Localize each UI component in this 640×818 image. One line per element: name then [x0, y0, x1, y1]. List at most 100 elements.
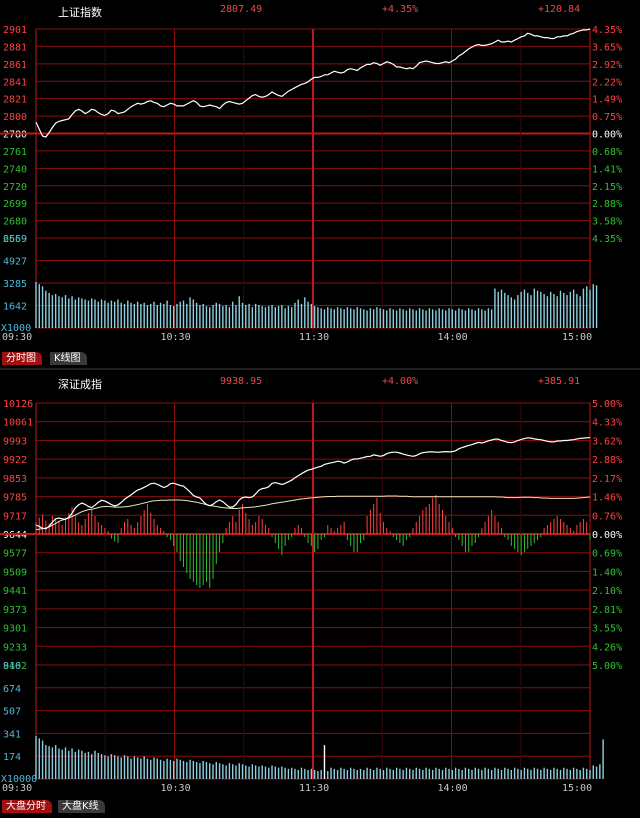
price-tick-label: 2861: [3, 60, 27, 71]
time-tick-label: 10:30: [161, 332, 191, 343]
pct-tick-label: 2.22%: [592, 77, 622, 88]
sh-header: 上证指数 2807.49 +4.35% +120.84: [0, 0, 640, 20]
vol-unit-label: X10000: [1, 774, 37, 785]
vol-unit-label: X1000: [1, 323, 31, 334]
sz-intraday-chart[interactable]: 10126 5.00% 10061 4.33% 9993 3.62% 9922 2.88% 98…: [0, 392, 640, 818]
pct-tick-label: 3.62%: [592, 436, 622, 447]
pct-tick-label: 0.00%: [592, 130, 622, 141]
price-tick-label: 9233: [3, 642, 27, 653]
sh-index-panel: 上证指数 2807.49 +4.35% +120.84 2901 4.35% 288…: [0, 0, 640, 366]
sh-tabs: 分时图 K线图: [0, 352, 200, 366]
vol-tick-label: 174: [3, 752, 21, 763]
pct-tick-label: 4.33%: [592, 418, 622, 429]
price-tick-label: 10126: [3, 399, 33, 410]
price-tick-label: 2841: [3, 77, 27, 88]
tab-market-kline[interactable]: 大盘K线: [58, 800, 105, 813]
sh-index-value: 2807.49: [220, 4, 263, 15]
sz-index-pct: +4.00%: [382, 376, 419, 387]
price-tick-label: 2901: [3, 25, 27, 36]
time-tick-label: 14:00: [438, 332, 468, 343]
sz-index-change: +385.91: [538, 376, 581, 387]
pct-tick-label: 0.00%: [592, 530, 622, 541]
vol-tick-label: 507: [3, 707, 21, 718]
price-tick-label: 2659: [3, 234, 27, 245]
pct-tick-label: 3.58%: [592, 217, 622, 228]
vol-tick-label: 341: [3, 729, 21, 740]
price-tick-label: 10061: [3, 418, 33, 429]
sh-intraday-chart[interactable]: 2901 4.35% 2881 3.65% 2861 2.92% 2841 2.22% 2821…: [0, 20, 640, 370]
price-tick-label: 9993: [3, 436, 27, 447]
pct-tick-label: 2.17%: [592, 474, 622, 485]
time-tick-label: 10:30: [161, 783, 191, 794]
time-tick-label: 09:30: [2, 332, 32, 343]
sz-header: 深证成指 9938.95 +4.00% +385.91: [0, 372, 640, 392]
sh-index-pct: +4.35%: [382, 4, 419, 15]
time-tick-label: 11:30: [299, 332, 329, 343]
vol-tick-label: 1642: [3, 302, 27, 313]
vol-tick-label: 6569: [3, 234, 27, 245]
pct-tick-label: 5.00%: [592, 399, 622, 410]
pct-tick-label: 3.55%: [592, 624, 622, 635]
panel-divider: [0, 368, 640, 370]
pct-tick-label: 1.40%: [592, 567, 622, 578]
tab-kline[interactable]: K线图: [50, 352, 87, 365]
price-line: [35, 436, 591, 530]
vol-tick-label: 840: [3, 661, 21, 672]
pct-tick-label: 2.92%: [592, 60, 622, 71]
price-tick-label: 9301: [3, 624, 27, 635]
pct-tick-label: 4.35%: [592, 25, 622, 36]
price-tick-label: 2699: [3, 199, 27, 210]
price-tick-label: 9922: [3, 455, 27, 466]
price-line: [35, 28, 591, 138]
avg-price-line: [35, 495, 591, 531]
price-tick-label: 2780: [3, 130, 27, 141]
pct-tick-label: 4.26%: [592, 642, 622, 653]
sz-index-name: 深证成指: [58, 378, 102, 391]
price-tick-label: 2720: [3, 182, 27, 193]
tab-time-share[interactable]: 分时图: [2, 352, 42, 365]
pct-tick-label: 3.65%: [592, 42, 622, 53]
price-tick-label: 2680: [3, 217, 27, 228]
price-tick-label: 9441: [3, 586, 27, 597]
pct-tick-label: 2.15%: [592, 182, 622, 193]
pct-tick-label: 2.81%: [592, 605, 622, 616]
price-tick-label: 9162: [3, 661, 27, 672]
price-tick-label: 2800: [3, 112, 27, 123]
time-tick-label: 09:30: [2, 783, 32, 794]
pct-tick-label: 4.35%: [592, 234, 622, 245]
pct-tick-label: 0.75%: [592, 112, 622, 123]
sz-index-value: 9938.95: [220, 376, 263, 387]
pct-tick-label: 1.41%: [592, 164, 622, 175]
pct-tick-label: 2.10%: [592, 586, 622, 597]
time-tick-label: 15:00: [562, 783, 592, 794]
price-tick-label: 2881: [3, 42, 27, 53]
pct-tick-label: 0.76%: [592, 511, 622, 522]
time-tick-label: 14:00: [438, 783, 468, 794]
sz-tabs: 大盘分时 大盘K线: [0, 800, 200, 814]
pct-tick-label: 2.88%: [592, 199, 622, 210]
vol-tick-label: 4927: [3, 257, 27, 268]
price-tick-label: 9509: [3, 567, 27, 578]
sz-index-panel: 深证成指 9938.95 +4.00% +385.91 10126 5.00% 10…: [0, 372, 640, 814]
sh-index-name: 上证指数: [58, 6, 102, 19]
pct-tick-label: 0.68%: [592, 147, 622, 158]
price-tick-label: 9853: [3, 474, 27, 485]
vol-tick-label: 674: [3, 684, 21, 695]
price-tick-label: 2761: [3, 147, 27, 158]
pct-tick-label: 1.46%: [592, 493, 622, 504]
price-tick-label: 2821: [3, 95, 27, 106]
pct-tick-label: 1.49%: [592, 95, 622, 106]
price-tick-label: 2740: [3, 164, 27, 175]
pct-tick-label: 0.69%: [592, 549, 622, 560]
time-tick-label: 11:30: [299, 783, 329, 794]
sh-index-change: +120.84: [538, 4, 581, 15]
time-tick-label: 15:00: [562, 332, 592, 343]
pct-tick-label: 2.88%: [592, 455, 622, 466]
price-tick-label: 9785: [3, 493, 27, 504]
vol-tick-label: 3285: [3, 279, 27, 290]
price-tick-label: 9644: [3, 530, 27, 541]
price-tick-label: 9717: [3, 511, 27, 522]
price-tick-label: 9577: [3, 549, 27, 560]
tab-market-time-share[interactable]: 大盘分时: [2, 800, 52, 813]
pct-tick-label: 5.00%: [592, 661, 622, 672]
